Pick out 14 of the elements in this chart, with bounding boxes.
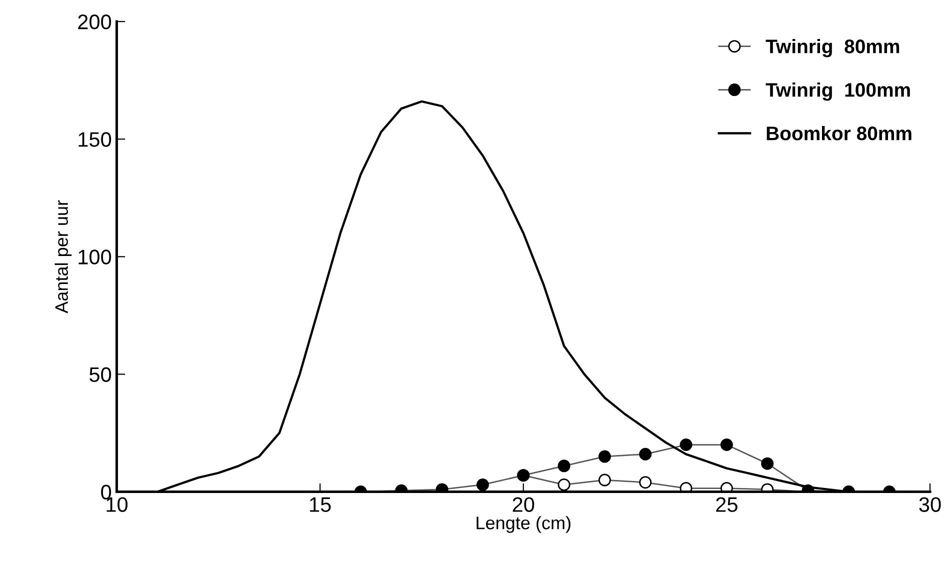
legend-label: Boomkor 80mm [766,126,912,140]
x-tick-label: 30 [919,497,941,512]
x-tick-label: 15 [310,497,331,512]
y-axis-title: Aantal per uur [54,200,72,314]
y-tick-label: 100 [78,250,112,264]
y-tick-label: 200 [78,14,112,30]
y-tick-label: 50 [90,367,112,382]
x-tick-label: 10 [106,497,128,512]
legend-label: Twinrig 80mm [766,39,900,58]
legend-label: Twinrig 100mm [766,82,910,101]
y-tick-label: 150 [78,132,112,147]
x-tick-label: 20 [512,497,534,512]
x-tick-label: 25 [716,497,738,512]
x-axis-title: Lengte (cm) [476,516,570,533]
